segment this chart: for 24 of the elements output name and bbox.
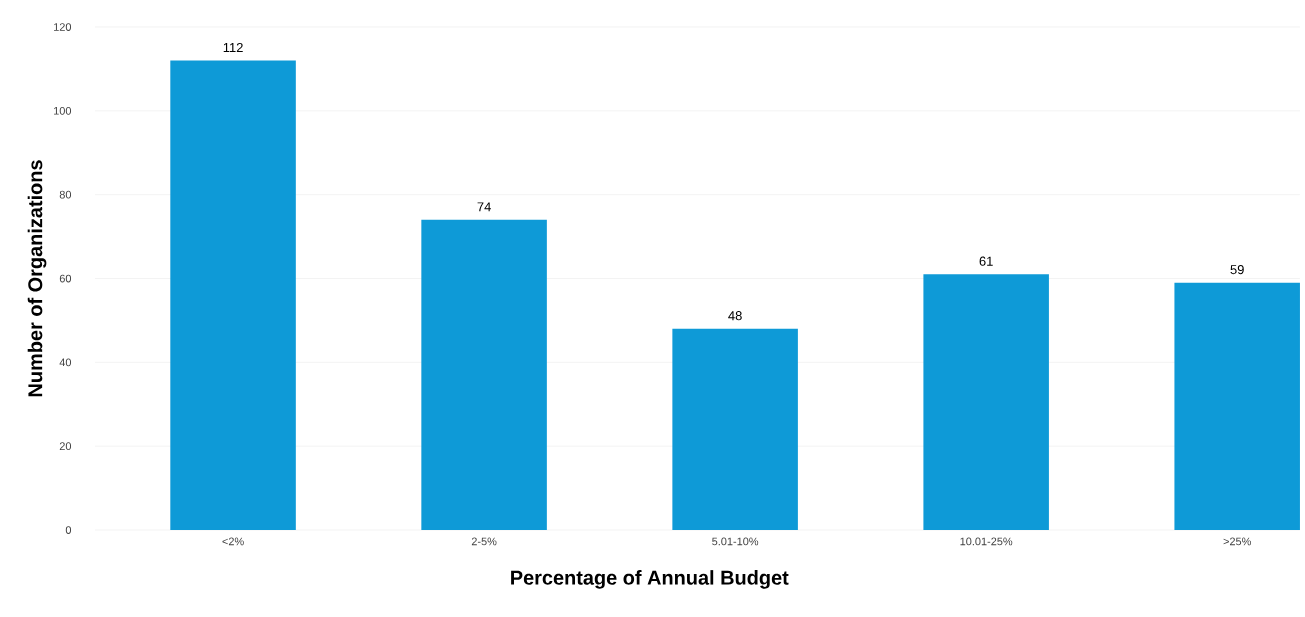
bar: [170, 60, 296, 530]
bar: [421, 219, 547, 530]
y-tick-label: 120: [54, 23, 72, 31]
data-label: 48: [728, 311, 742, 321]
data-label: 59: [1230, 265, 1244, 275]
y-tick-label: 80: [59, 190, 72, 199]
bar: [1174, 282, 1300, 530]
data-label: 61: [979, 256, 993, 266]
y-tick-label: 20: [59, 442, 72, 451]
data-label: 74: [477, 202, 491, 212]
y-tick-label: 0: [65, 526, 72, 534]
x-tick-label: 10.01-25%: [960, 537, 1013, 546]
bar: [923, 274, 1049, 530]
bar: [672, 328, 798, 530]
x-tick-label: 2-5%: [471, 537, 497, 546]
y-tick-label: 100: [54, 106, 72, 115]
y-tick-label: 40: [59, 358, 72, 367]
y-axis-title: Number of Organizations: [27, 160, 47, 397]
data-label: 112: [223, 42, 243, 53]
x-axis-title: Percentage of Annual Budget: [511, 570, 789, 589]
x-tick-label: <2%: [222, 537, 244, 546]
y-tick-label: 60: [59, 274, 72, 283]
x-tick-label: 5.01-10%: [712, 537, 759, 546]
x-tick-label: >25%: [1223, 537, 1251, 546]
